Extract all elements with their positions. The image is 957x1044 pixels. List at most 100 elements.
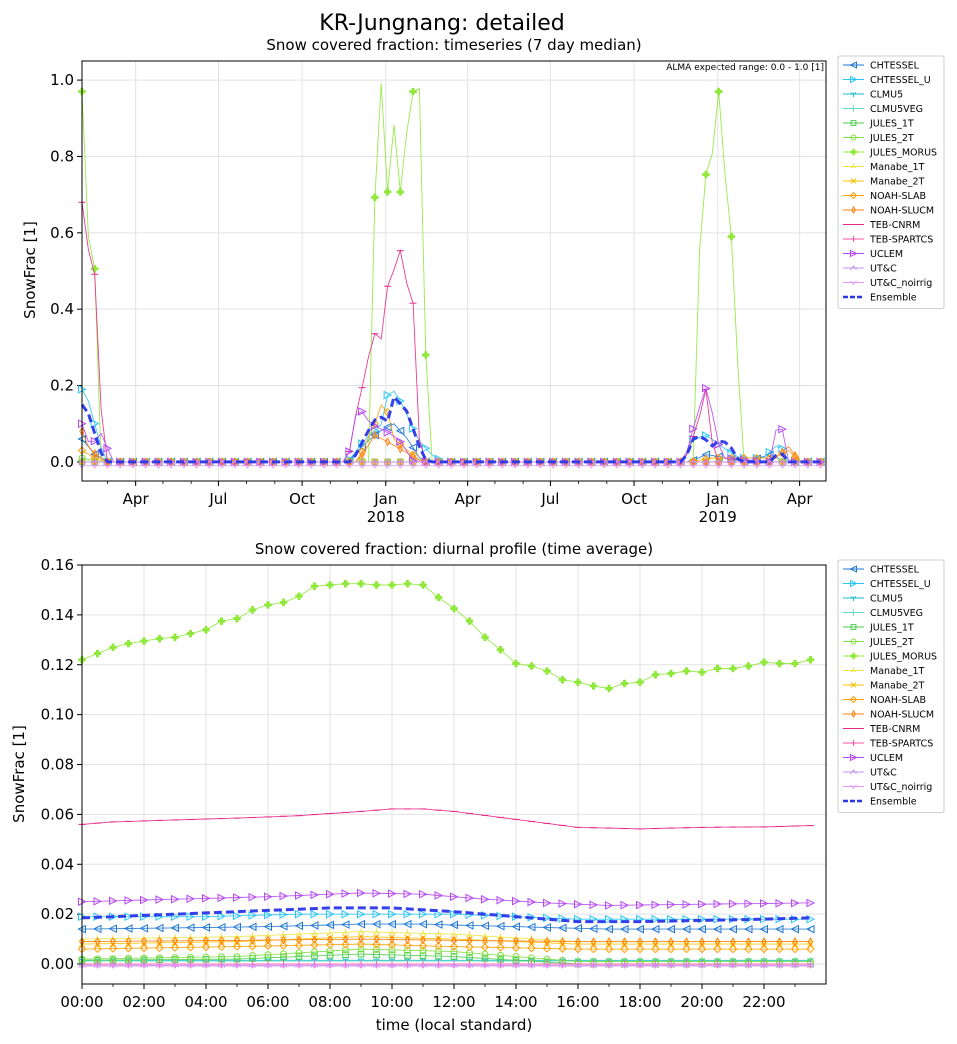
diurnal-point-chtessel bbox=[216, 922, 226, 932]
diurnal-series-noah-slucm bbox=[79, 934, 814, 947]
timeseries-xtick-label-0: Apr bbox=[123, 490, 150, 508]
diurnal-point-uclem bbox=[295, 891, 304, 900]
timeseries-point-ut-c-noirrig bbox=[498, 463, 507, 469]
diurnal-point-noah-slucm bbox=[358, 934, 364, 944]
diurnal-point-ut-c-noirrig bbox=[512, 963, 520, 969]
timeseries-point-ut-c bbox=[90, 459, 99, 465]
diurnal-legend-label-teb-spartcs: TEB-SPARTCS bbox=[869, 739, 933, 750]
timeseries-ytick-label-1: 0.2 bbox=[50, 377, 74, 395]
diurnal-legend-marker-chtessel-u bbox=[850, 579, 858, 588]
timeseries-point-ut-c-noirrig bbox=[600, 463, 608, 469]
diurnal-legend-item-ensemble: Ensemble bbox=[843, 797, 917, 808]
diurnal-xtick-label-9: 18:00 bbox=[618, 993, 661, 1011]
diurnal-point-noah-slab bbox=[139, 943, 149, 953]
diurnal-point-chtessel bbox=[92, 924, 102, 934]
diurnal-point-noah-slab bbox=[418, 941, 428, 950]
diurnal-point-noah-slucm bbox=[497, 936, 504, 946]
timeseries-point-jules-morus bbox=[409, 87, 417, 96]
diurnal-legend-marker-noah-slucm bbox=[851, 710, 856, 718]
timeseries-point-uclem bbox=[778, 424, 787, 434]
diurnal-point-manabe-1t bbox=[295, 930, 303, 937]
diurnal-point-jules-morus bbox=[357, 579, 365, 588]
diurnal-point-ut-c-noirrig bbox=[124, 963, 133, 969]
timeseries-legend-label-teb-cnrm: TEB-CNRM bbox=[869, 220, 920, 231]
diurnal-point-uclem bbox=[233, 893, 242, 902]
timeseries-point-ut-c-noirrig bbox=[230, 463, 239, 469]
diurnal-point-jules-morus bbox=[729, 664, 737, 673]
timeseries-series-ensemble bbox=[80, 394, 821, 464]
diurnal-point-noah-slab bbox=[108, 944, 118, 953]
diurnal-point-noah-slucm bbox=[203, 936, 209, 946]
diurnal-ytick-label-5: 0.10 bbox=[41, 706, 74, 724]
diurnal-point-jules-1t bbox=[404, 952, 411, 959]
diurnal-point-ut-c-noirrig bbox=[357, 963, 365, 969]
diurnal-point-chtessel bbox=[371, 919, 381, 929]
diurnal-point-noah-slab bbox=[155, 943, 164, 953]
diurnal-point-chtessel bbox=[263, 922, 272, 931]
timeseries-point-ut-c-noirrig bbox=[320, 463, 328, 469]
diurnal-point-chtessel bbox=[681, 924, 691, 934]
diurnal-point-noah-slucm bbox=[761, 937, 767, 947]
diurnal-point-ut-c-noirrig bbox=[388, 963, 396, 969]
timeseries-point-ut-c-noirrig bbox=[243, 463, 252, 469]
diurnal-point-jules-morus bbox=[760, 658, 768, 667]
diurnal-axes-frame bbox=[81, 564, 827, 985]
diurnal-point-ut-c-noirrig bbox=[310, 963, 319, 969]
timeseries-point-ut-c-noirrig bbox=[460, 463, 468, 469]
diurnal-point-ut-c-noirrig bbox=[574, 963, 582, 969]
timeseries-point-ut-c-noirrig bbox=[409, 463, 417, 469]
timeseries-point-ut-c-noirrig bbox=[714, 463, 723, 469]
diurnal-point-noah-slucm bbox=[792, 937, 798, 947]
timeseries-point-ut-c-noirrig bbox=[307, 463, 316, 469]
diurnal-ytick-label-8: 0.16 bbox=[41, 556, 74, 574]
diurnal-point-jules-morus bbox=[326, 581, 334, 589]
diurnal-point-uclem bbox=[729, 899, 738, 909]
timeseries-point-ut-c-noirrig bbox=[511, 463, 519, 469]
diurnal-point-jules-1t bbox=[466, 954, 473, 961]
diurnal-point-chtessel bbox=[449, 920, 458, 930]
diurnal-point-ut-c-noirrig bbox=[558, 963, 567, 969]
timeseries-legend-marker-manabe-2t bbox=[850, 178, 857, 184]
diurnal-legend-item-jules-1t: JULES_1T bbox=[843, 623, 914, 634]
diurnal-point-noah-slucm bbox=[451, 935, 457, 945]
diurnal-xtick-label-10: 20:00 bbox=[680, 993, 723, 1011]
diurnal-point-noah-slucm bbox=[559, 936, 566, 946]
diurnal-point-uclem bbox=[310, 890, 320, 900]
timeseries-ytick-label-5: 1.0 bbox=[50, 71, 74, 89]
diurnal-point-noah-slucm bbox=[311, 935, 318, 945]
diurnal-point-chtessel bbox=[108, 924, 117, 934]
timeseries-legend-label-noah-slab: NOAH-SLAB bbox=[870, 191, 926, 202]
diurnal-legend-item-noah-slab: NOAH-SLAB bbox=[843, 695, 926, 706]
diurnal-point-ut-c-noirrig bbox=[202, 963, 210, 969]
timeseries-legend-item-jules-2t: JULES_2T bbox=[843, 133, 914, 144]
diurnal-point-chtessel bbox=[759, 924, 768, 934]
timeseries-point-ut-c-noirrig bbox=[638, 463, 647, 469]
diurnal-point-chtessel bbox=[495, 921, 505, 931]
diurnal-point-ut-c-noirrig bbox=[713, 963, 722, 969]
diurnal-point-jules-morus bbox=[93, 649, 102, 658]
timeseries-xtick-label-8: Apr bbox=[787, 490, 814, 508]
timeseries-point-jules-morus bbox=[422, 351, 430, 359]
diurnal-point-ut-c-noirrig bbox=[589, 963, 598, 969]
diurnal-point-jules-morus bbox=[496, 646, 505, 654]
diurnal-point-chtessel bbox=[542, 923, 551, 932]
timeseries-point-noah-slucm bbox=[384, 437, 391, 447]
diurnal-legend-item-chtessel: CHTESSEL bbox=[843, 565, 920, 576]
timeseries-legend-item-ut-c-noirrig: UT&C_noirrig bbox=[843, 278, 932, 289]
timeseries-point-ut-c-noirrig bbox=[752, 463, 761, 469]
diurnal-point-ut-c-noirrig bbox=[636, 963, 644, 969]
diurnal-point-jules-morus bbox=[698, 668, 706, 676]
timeseries-point-ut-c-noirrig bbox=[676, 463, 685, 469]
diurnal-point-noah-slab bbox=[465, 942, 474, 952]
timeseries-legend-marker-clmu5 bbox=[850, 92, 857, 97]
diurnal-legend-item-chtessel-u: CHTESSEL_U bbox=[843, 579, 931, 590]
timeseries-legend-label-jules-2t: JULES_2T bbox=[869, 133, 914, 144]
timeseries-point-uclem bbox=[701, 383, 711, 393]
timeseries-point-ut-c-noirrig bbox=[269, 463, 277, 469]
diurnal-point-noah-slucm bbox=[482, 936, 488, 946]
diurnal-point-chtessel bbox=[712, 924, 722, 934]
diurnal-point-uclem bbox=[341, 889, 351, 898]
diurnal-point-jules-morus bbox=[140, 637, 148, 645]
timeseries-point-noah-slucm bbox=[397, 444, 404, 454]
diurnal-point-noah-slucm bbox=[668, 937, 674, 947]
